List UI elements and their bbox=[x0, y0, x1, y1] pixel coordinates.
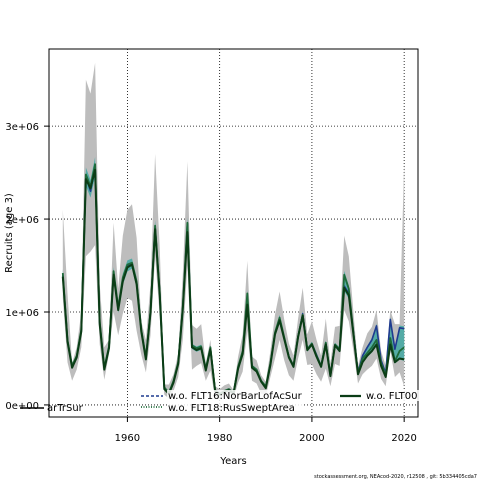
y-tick-label-2: 2e+06 bbox=[5, 215, 39, 226]
x-tick-label-1: 1980 bbox=[207, 433, 232, 444]
y-tick-label-0: 0e+00 bbox=[5, 401, 39, 412]
x-tick-label-2: 2000 bbox=[299, 433, 324, 444]
series-layer bbox=[61, 163, 405, 396]
confidence-band bbox=[62, 62, 405, 400]
series-line-3 bbox=[61, 168, 405, 396]
plot-frame bbox=[48, 48, 419, 418]
x-axis-label: Years bbox=[219, 456, 246, 467]
legend-bg-2 bbox=[167, 390, 303, 401]
x-tick-label-0: 1960 bbox=[115, 433, 140, 444]
y-tick-label-3: 3e+06 bbox=[5, 122, 39, 133]
y-axis-label: Recruits (age 3) bbox=[4, 193, 15, 273]
y-tick-label-1: 1e+06 bbox=[5, 308, 39, 319]
legend-label-2: w.o. FLT16:NorBarLofAcSur bbox=[168, 391, 303, 402]
x-tick-label-3: 2020 bbox=[391, 433, 416, 444]
legend-bg-4 bbox=[365, 390, 419, 401]
axis-layer: 1960 1980 2000 2020 0e+00 1e+06 2e+06 3e+06 bbox=[5, 122, 417, 444]
legend-label-3: w.o. FLT18:RusSweptArea bbox=[168, 403, 295, 414]
confidence-band-layer bbox=[62, 62, 405, 400]
legend-label-1: arTrSur bbox=[47, 403, 84, 414]
footer-credit: stockassessment.org, NEAcod-2020, r12508… bbox=[314, 474, 477, 480]
legend-bg-3 bbox=[167, 402, 303, 413]
legend-label-4: w.o. FLT00 bbox=[366, 391, 418, 402]
